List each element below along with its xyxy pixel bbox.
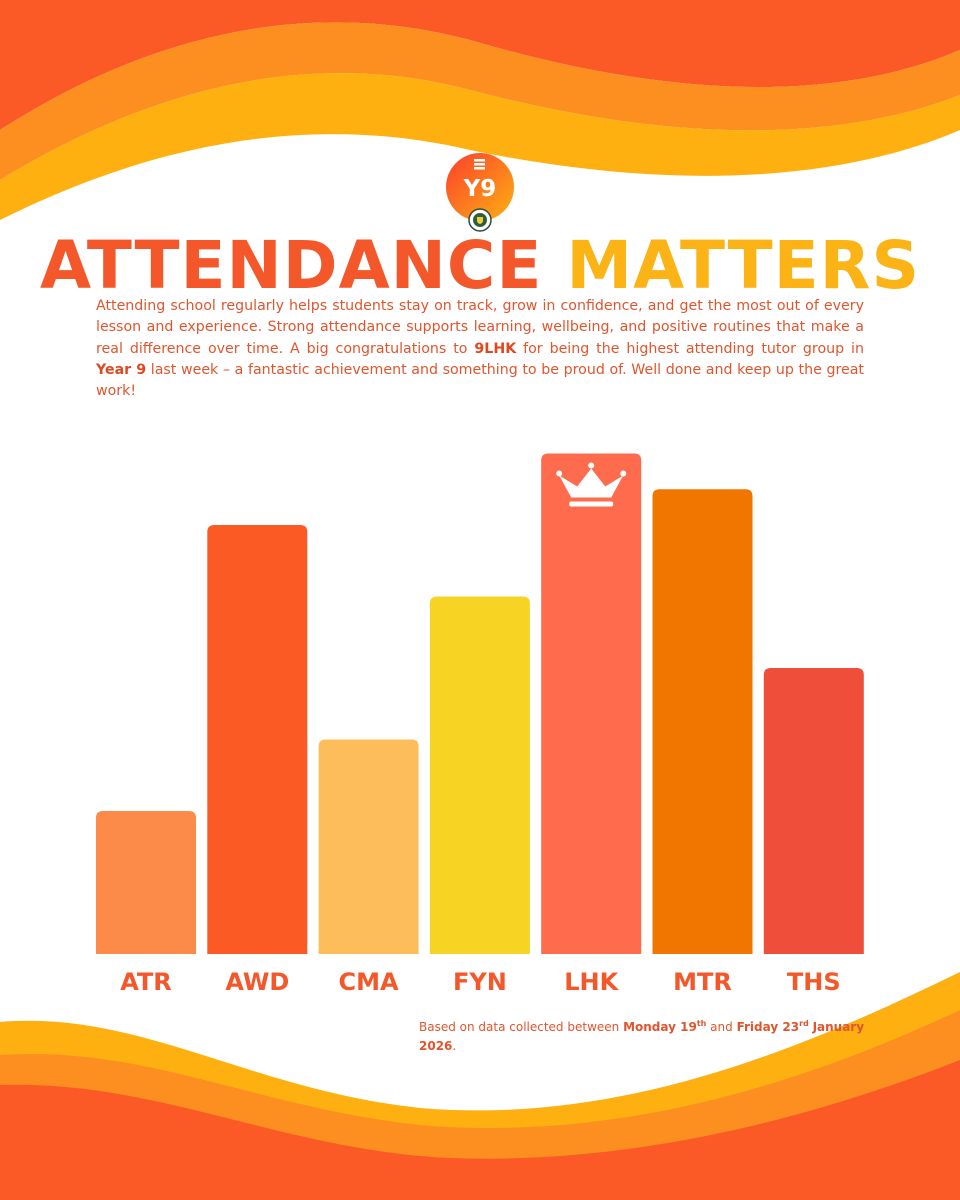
source-prefix: Based on data collected between	[419, 1020, 624, 1034]
intro-text-a: Attending school regularly helps student…	[96, 298, 864, 357]
source-note: Based on data collected between Monday 1…	[419, 1018, 879, 1056]
top-wave-orange	[0, 22, 960, 180]
bar-mtr	[652, 489, 753, 954]
page-title: ATTENDANCE MATTERS	[0, 228, 960, 304]
bar-cma	[318, 739, 419, 954]
source-start-sup: th	[696, 1019, 707, 1028]
x-tick-label-awd: AWD	[225, 968, 289, 996]
source-start-day: Monday 19	[623, 1020, 697, 1034]
source-end-day: Friday 23	[736, 1020, 800, 1034]
x-tick-label-fyn: FYN	[453, 968, 507, 996]
source-suffix: .	[452, 1039, 457, 1053]
bottom-wave-red	[0, 1060, 960, 1200]
intro-text-b: for being the highest attending tutor gr…	[516, 340, 864, 357]
school-crest-icon	[468, 208, 492, 232]
x-tick-label-mtr: MTR	[673, 968, 732, 996]
bar-ths	[763, 668, 864, 954]
year-logo: Y9	[446, 153, 514, 232]
title-part-attendance: ATTENDANCE	[39, 227, 543, 304]
top-wave-red	[0, 0, 960, 130]
x-tick-label-ths: THS	[787, 968, 841, 996]
bar-fyn	[429, 596, 530, 954]
source-middle: and	[706, 1020, 737, 1034]
school-flag-icon	[474, 159, 485, 170]
intro-year: Year 9	[96, 361, 147, 378]
top-wave-amber	[0, 73, 960, 221]
intro-paragraph: Attending school regularly helps student…	[96, 296, 864, 402]
title-part-matters: MATTERS	[566, 227, 921, 304]
source-end-month: January 2026	[419, 1020, 865, 1053]
bar-awd	[207, 525, 308, 954]
intro-text-c: last week – a fantastic achievement and …	[96, 361, 864, 400]
crown-icon	[556, 462, 627, 507]
x-tick-label-atr: ATR	[120, 968, 172, 996]
bar-atr	[96, 811, 196, 954]
source-end-sup: rd	[799, 1019, 809, 1028]
x-tick-label-cma: CMA	[339, 968, 399, 996]
bar-lhk	[541, 453, 642, 954]
intro-group: 9LHK	[474, 340, 517, 357]
logo-text: Y9	[463, 176, 497, 202]
x-tick-label-lhk: LHK	[564, 968, 619, 996]
